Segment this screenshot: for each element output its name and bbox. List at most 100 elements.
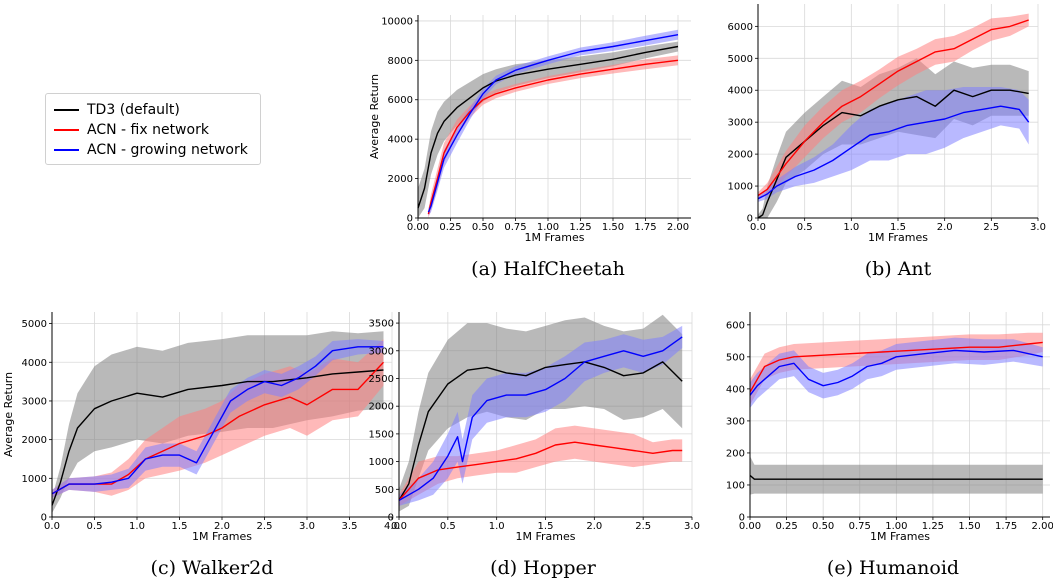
x-axis-label: 1M Frames [516, 530, 576, 543]
y-tick-label: 2000 [728, 150, 753, 161]
line-acn-fix-network [398, 441, 683, 501]
line-acn-growing-network [427, 34, 679, 213]
line-td3-default- [757, 89, 1029, 219]
x-tick-label: 0.0 [750, 222, 766, 233]
x-axis-label: 1M Frames [868, 231, 928, 244]
y-axis-label: Average Return [2, 372, 15, 457]
y-tick-label: 4000 [728, 86, 753, 97]
x-tick-label: 1.00 [537, 222, 559, 233]
x-tick-label: 3.0 [1030, 222, 1046, 233]
y-tick-label: 3000 [369, 346, 394, 357]
x-tick-label: 0.5 [797, 222, 813, 233]
line-td3-default- [51, 369, 384, 506]
line-acn-growing-network [749, 349, 1043, 396]
y-axis-label: Average Return [368, 74, 381, 159]
x-tick-label: 2.00 [667, 222, 689, 233]
legend-swatch-td3 [54, 109, 79, 111]
line-acn-fix-network [427, 59, 679, 215]
y-tick-label: 1500 [369, 429, 394, 440]
y-tick-label: 500 [375, 485, 394, 496]
y-tick-label: 0 [41, 513, 47, 524]
band-td3-default- [418, 41, 678, 218]
legend-label-td3: TD3 (default) [87, 102, 180, 118]
x-tick-label: 4.0 [384, 521, 400, 532]
band-acn-fix-network [399, 425, 683, 506]
band-acn-growing-network [758, 87, 1029, 202]
y-tick-label: 1000 [22, 474, 47, 485]
legend: TD3 (default) ACN - fix network ACN - gr… [45, 93, 261, 165]
x-axis-label: 1M Frames [525, 231, 585, 244]
y-tick-label: 200 [726, 448, 745, 459]
line-acn-fix-network [757, 19, 1029, 197]
x-tick-label: 1.50 [602, 222, 624, 233]
x-tick-label: 3.5 [342, 521, 358, 532]
legend-swatch-acn-grow [54, 149, 79, 151]
plot-humanoid: 0.00 0.25 0.50 0.75 1.00 1.25 1.50 1.75 2.00 0 100… [726, 312, 1053, 543]
caption-humanoid: (e) Humanoid [826, 557, 960, 579]
band-acn-fix-network [758, 13, 1029, 199]
x-tick-label: 1.5 [890, 222, 906, 233]
x-tick-label: 3.0 [299, 521, 315, 532]
x-tick-label: 2.00 [1032, 521, 1053, 532]
x-tick-label: 1.0 [129, 521, 145, 532]
y-tick-label: 4000 [388, 135, 413, 146]
y-tick-label: 3000 [728, 118, 753, 129]
caption-hopper: (d) Hopper [490, 557, 596, 579]
band-acn-growing-network [399, 325, 683, 506]
x-axis-label: 1M Frames [870, 530, 930, 543]
legend-swatch-acn-fix [54, 129, 79, 131]
legend-label-acn-grow: ACN - growing network [87, 142, 248, 158]
band-td3-default- [750, 456, 1043, 495]
x-tick-label: 0.25 [775, 521, 797, 532]
caption-walker2d: (c) Walker2d [150, 557, 274, 579]
y-tick-label: 6000 [728, 22, 753, 33]
x-tick-label: 1.25 [569, 222, 591, 233]
x-tick-label: 2.0 [586, 521, 602, 532]
x-tick-label: 0.5 [440, 521, 456, 532]
line-acn-fix-network [51, 361, 385, 495]
y-tick-label: 2000 [22, 435, 47, 446]
y-tick-label: 0 [739, 513, 745, 524]
x-tick-label: 0.00 [739, 521, 761, 532]
line-td3-default- [417, 45, 679, 209]
y-tick-label: 0 [407, 214, 413, 225]
y-tick-label: 4000 [22, 358, 47, 369]
x-tick-label: 1.00 [885, 521, 907, 532]
x-tick-label: 0.0 [44, 521, 60, 532]
line-acn-fix-network [749, 341, 1043, 393]
legend-item-acn-grow: ACN - growing network [54, 141, 248, 159]
y-tick-label: 300 [726, 416, 745, 427]
x-tick-label: 1.75 [634, 222, 656, 233]
x-tick-label: 1.0 [843, 222, 859, 233]
x-tick-label: 2.5 [635, 521, 651, 532]
x-tick-label: 1.75 [995, 521, 1017, 532]
band-acn-fix-network [428, 55, 678, 219]
x-tick-label: 1.50 [958, 521, 980, 532]
x-tick-label: 2.5 [257, 521, 273, 532]
y-tick-label: 500 [726, 352, 745, 363]
legend-item-acn-fix: ACN - fix network [54, 121, 209, 139]
legend-item-td3: TD3 (default) [54, 101, 180, 119]
y-tick-label: 1000 [369, 457, 394, 468]
y-tick-label: 600 [726, 320, 745, 331]
y-tick-label: 0 [388, 513, 394, 524]
x-tick-label: 2.5 [983, 222, 999, 233]
x-tick-label: 2.0 [937, 222, 953, 233]
y-tick-label: 5000 [22, 319, 47, 330]
y-tick-label: 3000 [22, 396, 47, 407]
line-acn-growing-network [398, 336, 683, 502]
x-tick-label: 0.00 [407, 222, 429, 233]
plot-hopper: 0.0 0.5 1.0 1.5 2.0 2.5 3.0 0 500 1000 1500 2000 250… [369, 312, 700, 543]
x-tick-label: 0.25 [439, 222, 461, 233]
band-acn-growing-network [750, 337, 1043, 409]
x-tick-label: 0.5 [87, 521, 103, 532]
y-tick-label: 2500 [369, 374, 394, 385]
y-tick-label: 0 [747, 214, 753, 225]
y-tick-label: 2000 [388, 174, 413, 185]
x-tick-label: 0.0 [391, 521, 407, 532]
line-acn-growing-network [757, 105, 1030, 200]
y-tick-label: 6000 [388, 95, 413, 106]
caption-halfcheetah: (a) HalfCheetah [471, 258, 625, 280]
legend-label-acn-fix: ACN - fix network [87, 122, 209, 138]
